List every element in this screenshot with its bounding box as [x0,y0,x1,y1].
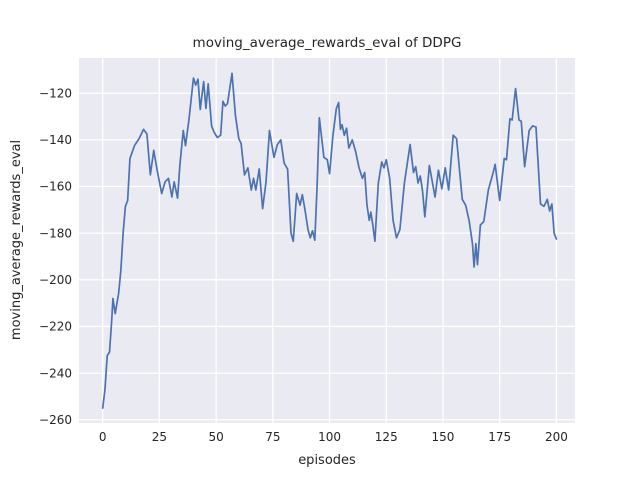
chart-title: moving_average_rewards_eval of DDPG [193,35,462,51]
y-tick-label: −220 [39,320,72,334]
x-tick-label: 0 [99,430,107,444]
x-tick-label: 200 [545,430,568,444]
x-tick-label: 100 [318,430,341,444]
x-tick-label: 150 [432,430,455,444]
y-tick-label: −140 [39,133,72,147]
x-tick-label: 125 [375,430,398,444]
y-tick-label: −120 [39,86,72,100]
y-axis-tick-labels: −120 −140 −160 −180 −200 −220 −240 −260 [39,86,72,427]
gridlines [79,58,575,423]
x-tick-label: 75 [265,430,280,444]
x-tick-label: 25 [152,430,167,444]
x-tick-label: 50 [208,430,223,444]
y-tick-label: −240 [39,366,72,380]
x-axis-tick-labels: 0 25 50 75 100 125 150 175 200 [99,430,568,444]
y-tick-label: −260 [39,413,72,427]
y-tick-label: −160 [39,180,72,194]
y-tick-label: −200 [39,273,72,287]
ddpg-series-line [101,72,558,409]
x-axis-label: episodes [298,453,356,468]
y-axis-label: moving_average_rewards_eval [9,140,24,340]
y-tick-label: −180 [39,226,72,240]
plot-area [79,58,575,423]
x-tick-label: 175 [488,430,511,444]
